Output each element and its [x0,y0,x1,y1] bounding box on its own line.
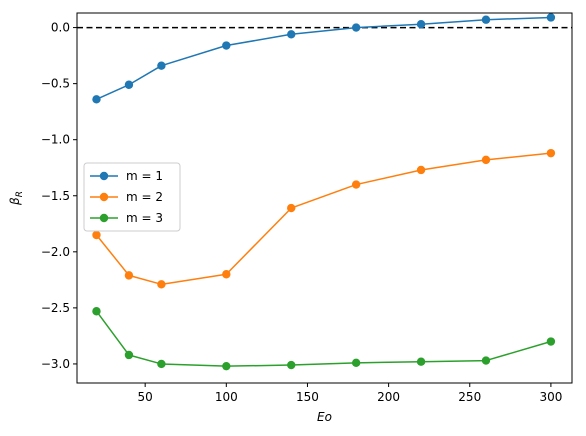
series-m3-point-4 [222,361,231,371]
series-m3-point-7 [416,357,426,366]
legend-marker-m1 [99,171,109,181]
series-m1-point-8 [481,15,491,24]
legend-label-m1: m = 1 [126,169,163,183]
series-m3-point-2 [124,350,134,360]
series-m1-point-9 [546,13,556,22]
legend: m = 1 m = 2 m = 3 [83,162,181,232]
legend-marker-m2 [99,192,109,202]
series-m1-point-4 [222,41,231,50]
y-axis-label-subscript: R [15,191,25,197]
series-m1-point-3 [157,61,166,70]
series-m1-point-1 [92,95,101,104]
x-tick-label-250: 250 [458,390,481,404]
series-m2-point-6 [351,180,361,189]
legend-label-m2: m = 2 [126,190,163,204]
x-tick-label-300: 300 [539,390,562,404]
legend-label-m3: m = 3 [126,211,163,225]
series-m3-point-6 [351,358,361,368]
y-tick-label-6: −3.0 [41,357,70,371]
y-tick-label-3: −1.5 [41,189,70,203]
plot-series-group [77,13,572,371]
y-tick-label-1: −0.5 [41,77,70,91]
series-m1-point-7 [416,20,426,29]
series-m3-point-3 [157,359,166,369]
y-tick-label-4: −2.0 [41,245,70,259]
series-m1-point-2 [124,80,134,89]
series-m2-point-9 [546,148,556,158]
series-m2-point-1 [92,230,101,240]
x-axis-label: Eo [317,410,332,424]
series-m2-point-7 [416,165,426,175]
legend-marker-m3 [99,213,109,223]
series-m1-point-6 [351,23,361,32]
y-axis-label-base: β [8,197,22,206]
x-tick-label-50: 50 [138,390,153,404]
y-tick-label-5: −2.5 [41,301,70,315]
x-tick-label-200: 200 [377,390,400,404]
series-m2-point-3 [157,280,166,289]
series-m3-point-1 [92,307,101,316]
series-m2-point-2 [124,271,134,280]
series-m2-point-4 [222,270,231,279]
plot-area [77,13,572,371]
series-m3-point-5 [287,360,296,370]
y-tick-label-2: −1.0 [41,133,70,147]
x-tick-label-100: 100 [215,390,238,404]
axes: 50 100 150 200 250 300 0.0 −0.5 −1.0 −1.5 −2.0 −2.5… [41,12,573,404]
series-m3-point-8 [481,356,491,365]
series-m2-point-8 [481,155,491,165]
series-m1-point-5 [287,30,296,39]
series-m2-point-5 [287,203,296,213]
legend-box [83,162,181,232]
axes-frame [76,12,573,384]
y-tick-label-0: 0.0 [51,21,70,35]
x-tick-label-150: 150 [296,390,319,404]
y-axis-label: βR [8,191,25,206]
series-m3-point-9 [546,337,556,346]
